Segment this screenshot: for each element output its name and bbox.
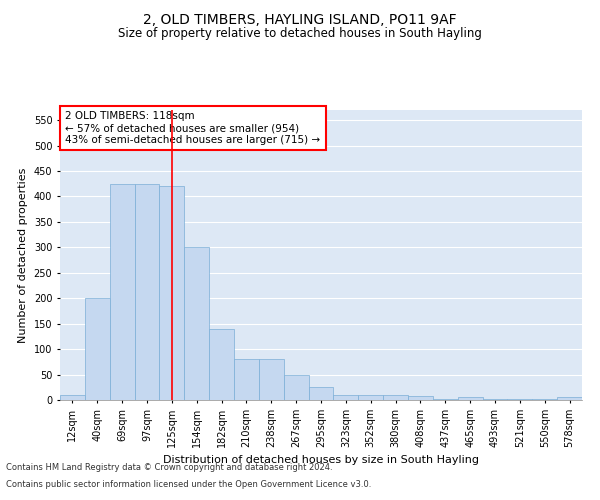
Bar — [85, 298, 110, 400]
Bar — [160, 186, 184, 400]
Bar — [209, 329, 234, 400]
Bar — [234, 360, 259, 400]
Bar — [334, 395, 358, 400]
Bar — [184, 248, 209, 400]
Text: 2, OLD TIMBERS, HAYLING ISLAND, PO11 9AF: 2, OLD TIMBERS, HAYLING ISLAND, PO11 9AF — [143, 12, 457, 26]
Bar — [557, 398, 582, 400]
Bar — [532, 399, 557, 400]
Bar — [60, 395, 85, 400]
Bar — [458, 398, 482, 400]
Y-axis label: Number of detached properties: Number of detached properties — [18, 168, 28, 342]
Bar — [383, 395, 408, 400]
Text: Contains public sector information licensed under the Open Government Licence v3: Contains public sector information licen… — [6, 480, 371, 489]
Bar — [259, 360, 284, 400]
Bar — [433, 399, 458, 400]
Bar — [134, 184, 160, 400]
Bar — [308, 388, 334, 400]
Bar — [508, 399, 532, 400]
Bar — [482, 399, 508, 400]
Bar — [284, 374, 308, 400]
Bar — [110, 184, 134, 400]
X-axis label: Distribution of detached houses by size in South Hayling: Distribution of detached houses by size … — [163, 456, 479, 466]
Bar — [408, 396, 433, 400]
Text: Size of property relative to detached houses in South Hayling: Size of property relative to detached ho… — [118, 28, 482, 40]
Text: Contains HM Land Registry data © Crown copyright and database right 2024.: Contains HM Land Registry data © Crown c… — [6, 464, 332, 472]
Bar — [358, 395, 383, 400]
Text: 2 OLD TIMBERS: 118sqm
← 57% of detached houses are smaller (954)
43% of semi-det: 2 OLD TIMBERS: 118sqm ← 57% of detached … — [65, 112, 320, 144]
